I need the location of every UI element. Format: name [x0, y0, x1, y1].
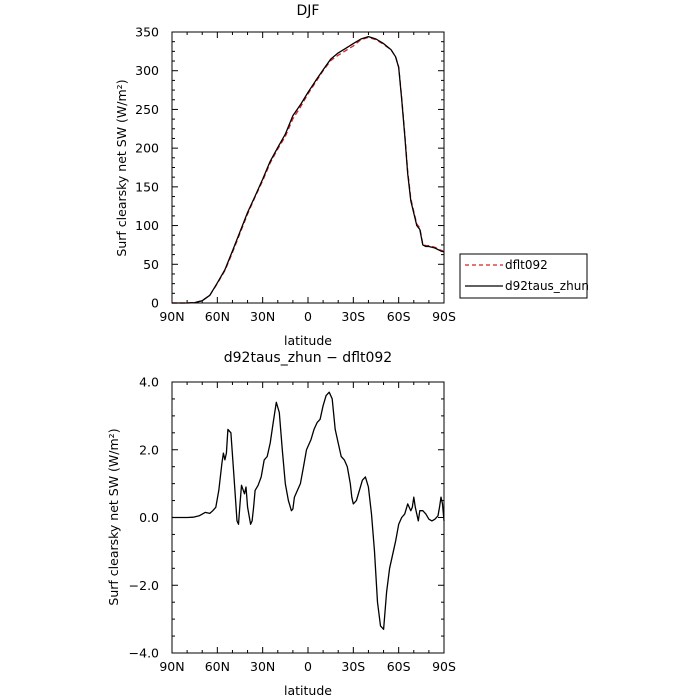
panel-top-ytick-label: 50 — [143, 257, 159, 272]
panel-top-series-d92taus-zhun — [172, 35, 445, 304]
legend-label-dflt092: dflt092 — [505, 258, 548, 272]
panel-top-xtick-label: 90N — [159, 309, 184, 324]
legend-label-d92taus-zhun: d92taus_zhun — [505, 279, 589, 293]
panel-bottom-xtick-label: 90N — [159, 659, 184, 674]
panel-top-ytick-label: 250 — [135, 102, 159, 117]
panel-top-ytick-label: 100 — [135, 218, 159, 233]
panel-bottom-xtick-label: 30N — [250, 659, 275, 674]
panel-top-xtick-label: 30S — [341, 309, 365, 324]
panel-bottom-xtick-label: 30S — [341, 659, 365, 674]
panel-top-ytick-label: 200 — [135, 141, 159, 156]
panel-top-ylabel: Surf clearsky net SW (W/m²) — [114, 79, 129, 256]
panel-bottom: d92taus_zhun − dflt092 90N 60N 30N 0 30S 60S 9… — [106, 350, 456, 698]
panel-top-ytick-label: 150 — [135, 179, 159, 194]
panel-top-title: DJF — [297, 3, 320, 19]
panel-bottom-ytick-label: −2.0 — [129, 578, 159, 593]
panel-top-xtick-label: 90S — [432, 309, 456, 324]
panel-top-ytick-label: 300 — [135, 63, 159, 78]
panel-bottom-ytick-label: 4.0 — [139, 375, 159, 390]
panel-top-xtick-label: 30N — [250, 309, 275, 324]
panel-bottom-xtick-label: 0 — [304, 659, 312, 674]
panel-top-frame — [171, 31, 445, 304]
panel-top-xlabel: latitude — [284, 333, 332, 348]
panel-bottom-frame — [171, 381, 445, 654]
panel-bottom-xtick-label: 90S — [432, 659, 456, 674]
panel-bottom-xtick-label: 60S — [387, 659, 411, 674]
panel-top-ytick-label: 0 — [151, 296, 159, 311]
panel-bottom-ytick-label: 2.0 — [139, 442, 159, 457]
legend: dflt092 d92taus_zhun — [459, 253, 589, 299]
panel-bottom-title: d92taus_zhun − dflt092 — [224, 350, 392, 366]
panel-bottom-series — [172, 391, 445, 630]
panel-top-xtick-label: 60S — [387, 309, 411, 324]
panel-bottom-xlabel: latitude — [284, 683, 332, 698]
panel-bottom-ytick-label: 0.0 — [139, 510, 159, 525]
panel-bottom-ylabel: Surf clearsky net SW (W/m²) — [106, 428, 121, 605]
panel-bottom-xtick-label: 60N — [205, 659, 230, 674]
panel-bottom-ytick-label: −4.0 — [129, 646, 159, 661]
panel-top-ytick-label: 350 — [135, 25, 159, 40]
legend-box — [459, 253, 588, 299]
panel-top-xtick-label: 60N — [205, 309, 230, 324]
panel-top-ticks: 90N 60N 30N 0 30S 60S 90S 0 50 100 150 200 250 300 350 — [135, 25, 456, 325]
panel-top-series-dflt092 — [172, 36, 445, 304]
panel-top-xtick-label: 0 — [304, 309, 312, 324]
panel-bottom-series-difference — [172, 391, 445, 630]
panel-bottom-ticks: 90N 60N 30N 0 30S 60S 90S −4.0 −2.0 0.0 2.0 4.0 — [129, 375, 456, 675]
panel-top-series — [172, 35, 445, 304]
panel-top: DJF 90N 60N 30N 0 30S 60S 90S 0 50 100 150 200 250 30… — [114, 3, 589, 348]
